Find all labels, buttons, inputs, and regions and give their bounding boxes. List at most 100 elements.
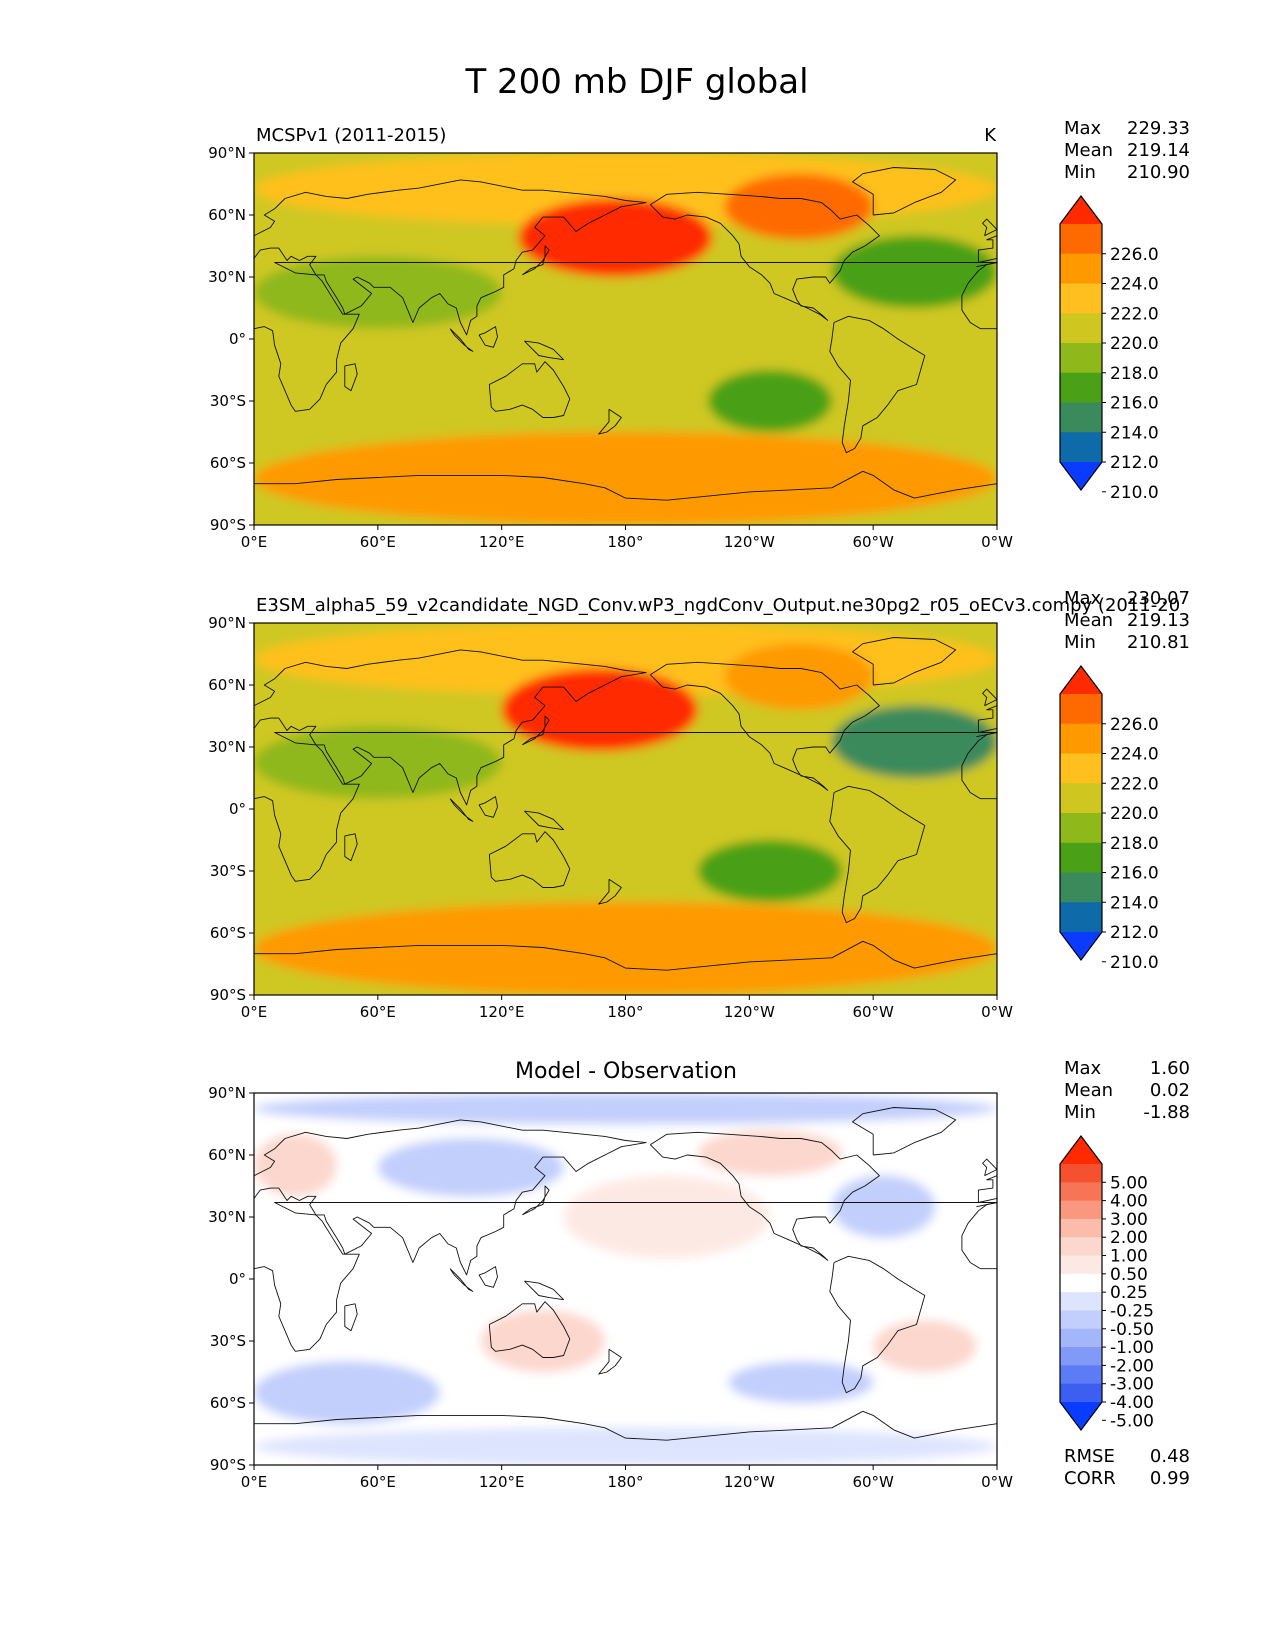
colorbar-label: 212.0	[1110, 453, 1159, 473]
colorbar-label: 210.0	[1110, 483, 1159, 503]
colorbar-segment	[1060, 1255, 1102, 1275]
coastline-segment	[488, 1301, 571, 1358]
panel-reference-axes: 0°E 60°E 120°E 180° 120°W 60°W 0°W 90°N 60°N 30°N…	[208, 614, 1013, 1021]
colorbar-label: -4.00	[1110, 1393, 1154, 1413]
colorbar-label: 210.0	[1110, 953, 1159, 973]
x-tick-label: 0°E	[241, 1003, 268, 1021]
coastline-segment	[254, 179, 647, 336]
colorbar-segment	[1060, 902, 1102, 933]
coastline-segment	[488, 361, 571, 418]
colorbar-extend-min	[1060, 1402, 1102, 1430]
x-tick-label: 0°W	[981, 1003, 1013, 1021]
coastline-segment	[344, 1303, 358, 1332]
panel-test-axes: 0°E 60°E 120°E 180° 120°W 60°W 0°W 90°N 60°N 30°N…	[208, 144, 1013, 551]
field-region-subtropical-nh-band	[254, 256, 502, 329]
panel-difference: Model - Observation 0°E 60°E 120°E 180° 120°…	[208, 1058, 1190, 1491]
coastline-segment	[982, 688, 997, 707]
stat-mean-value: 0.02	[1150, 1080, 1190, 1101]
coastline-segment	[649, 1131, 880, 1261]
colorbar-segment	[1060, 1237, 1102, 1257]
panel-reference-stats: Max 230.07 Mean 219.13 Min 210.81	[1064, 588, 1190, 653]
x-tick-label: 0°W	[981, 1473, 1013, 1491]
coastline-segment	[524, 1280, 565, 1301]
coastline-segment	[829, 1255, 926, 1394]
colorbar-label: -5.00	[1110, 1411, 1154, 1431]
colorbar-segment	[1060, 1273, 1102, 1293]
colorbar-label: 2.00	[1110, 1228, 1148, 1248]
colorbar-segment	[1060, 1182, 1102, 1202]
panel-difference-title: Model - Observation	[515, 1059, 737, 1084]
field-region-alaska-canada-positive	[697, 1130, 843, 1176]
stat-max-value: 229.33	[1127, 118, 1190, 139]
panel-test: MCSPv1 (2011-2015) K 0°E 60°E 120°E 180° 120…	[208, 118, 1190, 551]
colorbar-label: 5.00	[1110, 1173, 1148, 1193]
coastline-segment	[961, 732, 997, 800]
colorbar-segment	[1060, 1365, 1102, 1385]
coastline-segment	[478, 1266, 498, 1288]
colorbar-label: -0.25	[1110, 1301, 1154, 1321]
x-tick-label: 0°E	[241, 533, 268, 551]
colorbar-label: 226.0	[1110, 715, 1159, 735]
coastline-segment	[254, 732, 997, 882]
field-region-subtropical-nh-band	[254, 726, 502, 799]
colorbar-segment	[1060, 1310, 1102, 1330]
field-region-north-pacific-max	[501, 668, 698, 752]
panel-reference: E3SM_alpha5_59_v2candidate_NGD_Conv.wP3_…	[208, 588, 1190, 1021]
field-region-s-atlantic-positive	[873, 1320, 977, 1372]
x-tick-label: 120°W	[724, 533, 775, 551]
colorbar-segment	[1060, 813, 1102, 844]
colorbar-extend-min	[1060, 462, 1102, 490]
stat-max-label: Max	[1064, 588, 1102, 609]
y-tick-label: 30°S	[210, 392, 246, 410]
coastline-segment	[982, 1158, 997, 1177]
coastline-segment	[344, 833, 358, 862]
colorbar-segment	[1060, 753, 1102, 784]
stat-mean-label: Mean	[1064, 140, 1113, 161]
field-region-antarctic-negative	[254, 1427, 997, 1465]
stat-min-value: 210.81	[1127, 632, 1190, 653]
colorbar-label: 0.50	[1110, 1265, 1148, 1285]
field-region-sh-high-lat-band	[254, 902, 997, 995]
coastline-segment	[598, 1348, 622, 1375]
coastline-segment	[478, 796, 498, 818]
coastline-segment	[522, 245, 550, 276]
colorbar-segment	[1060, 313, 1102, 344]
field-region-atlantic-cold-pool	[831, 705, 997, 778]
y-tick-label: 90°S	[210, 516, 246, 534]
coastline-segment	[254, 262, 997, 412]
coastline-segment	[829, 785, 926, 924]
x-tick-label: 60°E	[360, 533, 396, 551]
field-region-asia-negative	[377, 1138, 564, 1197]
panel-difference-axes: 0°E 60°E 120°E 180° 120°W 60°W 0°W 90°N 60°N 30°N…	[208, 1084, 1013, 1491]
field-region-europe-positive	[254, 1134, 337, 1197]
field-region-north-pacific-max	[518, 198, 713, 277]
colorbar-segment	[1060, 1383, 1102, 1403]
panel-difference-rmse-corr: RMSE 0.48 CORR 0.99	[1064, 1446, 1190, 1489]
y-tick-label: 60°N	[208, 206, 246, 224]
coastline-segment	[254, 1410, 997, 1441]
colorbar-label: 0.25	[1110, 1283, 1148, 1303]
x-tick-label: 60°W	[852, 1003, 894, 1021]
x-tick-label: 120°W	[724, 1473, 775, 1491]
coastline-segment	[852, 637, 957, 686]
colorbar-segment	[1060, 842, 1102, 873]
coastline-segment	[449, 798, 474, 822]
coastline-segment	[961, 262, 997, 330]
y-tick-label: 60°N	[208, 676, 246, 694]
colorbar-label: 218.0	[1110, 834, 1159, 854]
x-tick-label: 180°	[607, 1003, 643, 1021]
y-tick-label: 30°S	[210, 1332, 246, 1350]
coastline-segment	[254, 1119, 647, 1276]
x-tick-label: 60°W	[852, 533, 894, 551]
colorbar-label: 222.0	[1110, 774, 1159, 794]
stat-min-label: Min	[1064, 162, 1096, 183]
field-region-southern-ocean-negative	[254, 1361, 440, 1424]
panel-reference-title-left: E3SM_alpha5_59_v2candidate_NGD_Conv.wP3_…	[256, 595, 1180, 616]
stat-rmse-value: 0.48	[1150, 1446, 1190, 1467]
y-tick-label: 90°N	[208, 1084, 246, 1102]
colorbar-label: 224.0	[1110, 275, 1159, 295]
stat-min-value: 210.90	[1127, 162, 1190, 183]
coastline-segment	[852, 167, 957, 216]
coastline-segment	[524, 810, 565, 831]
stat-max-label: Max	[1064, 1058, 1102, 1079]
